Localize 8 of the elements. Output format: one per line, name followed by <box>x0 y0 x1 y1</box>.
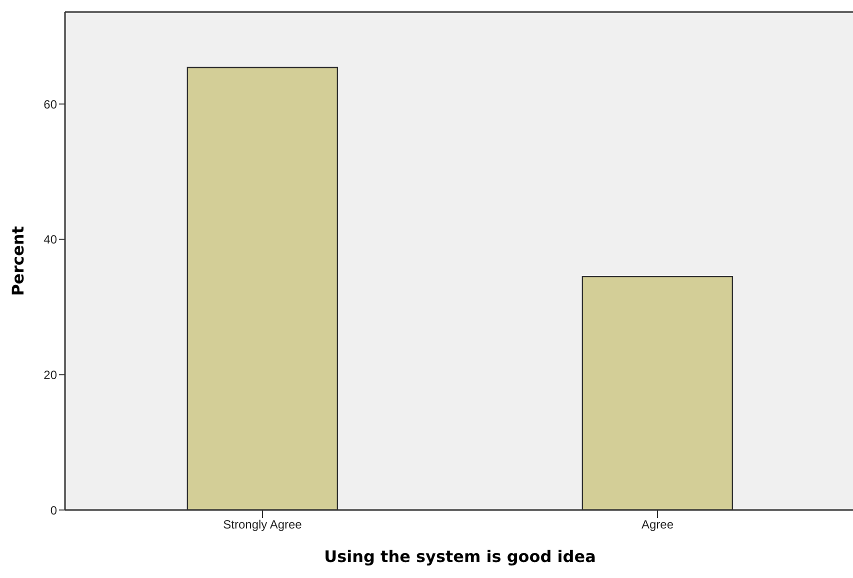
y-tick-label: 60 <box>44 97 58 112</box>
y-tick-label: 20 <box>44 368 58 382</box>
x-axis-title: Using the system is good idea <box>324 547 596 566</box>
y-axis-title: Percent <box>8 226 28 296</box>
y-tick-label: 40 <box>44 232 58 247</box>
x-tick-label: Strongly Agree <box>223 518 302 532</box>
y-tick-label: 0 <box>50 503 58 518</box>
x-tick-label: Agree <box>641 518 674 532</box>
